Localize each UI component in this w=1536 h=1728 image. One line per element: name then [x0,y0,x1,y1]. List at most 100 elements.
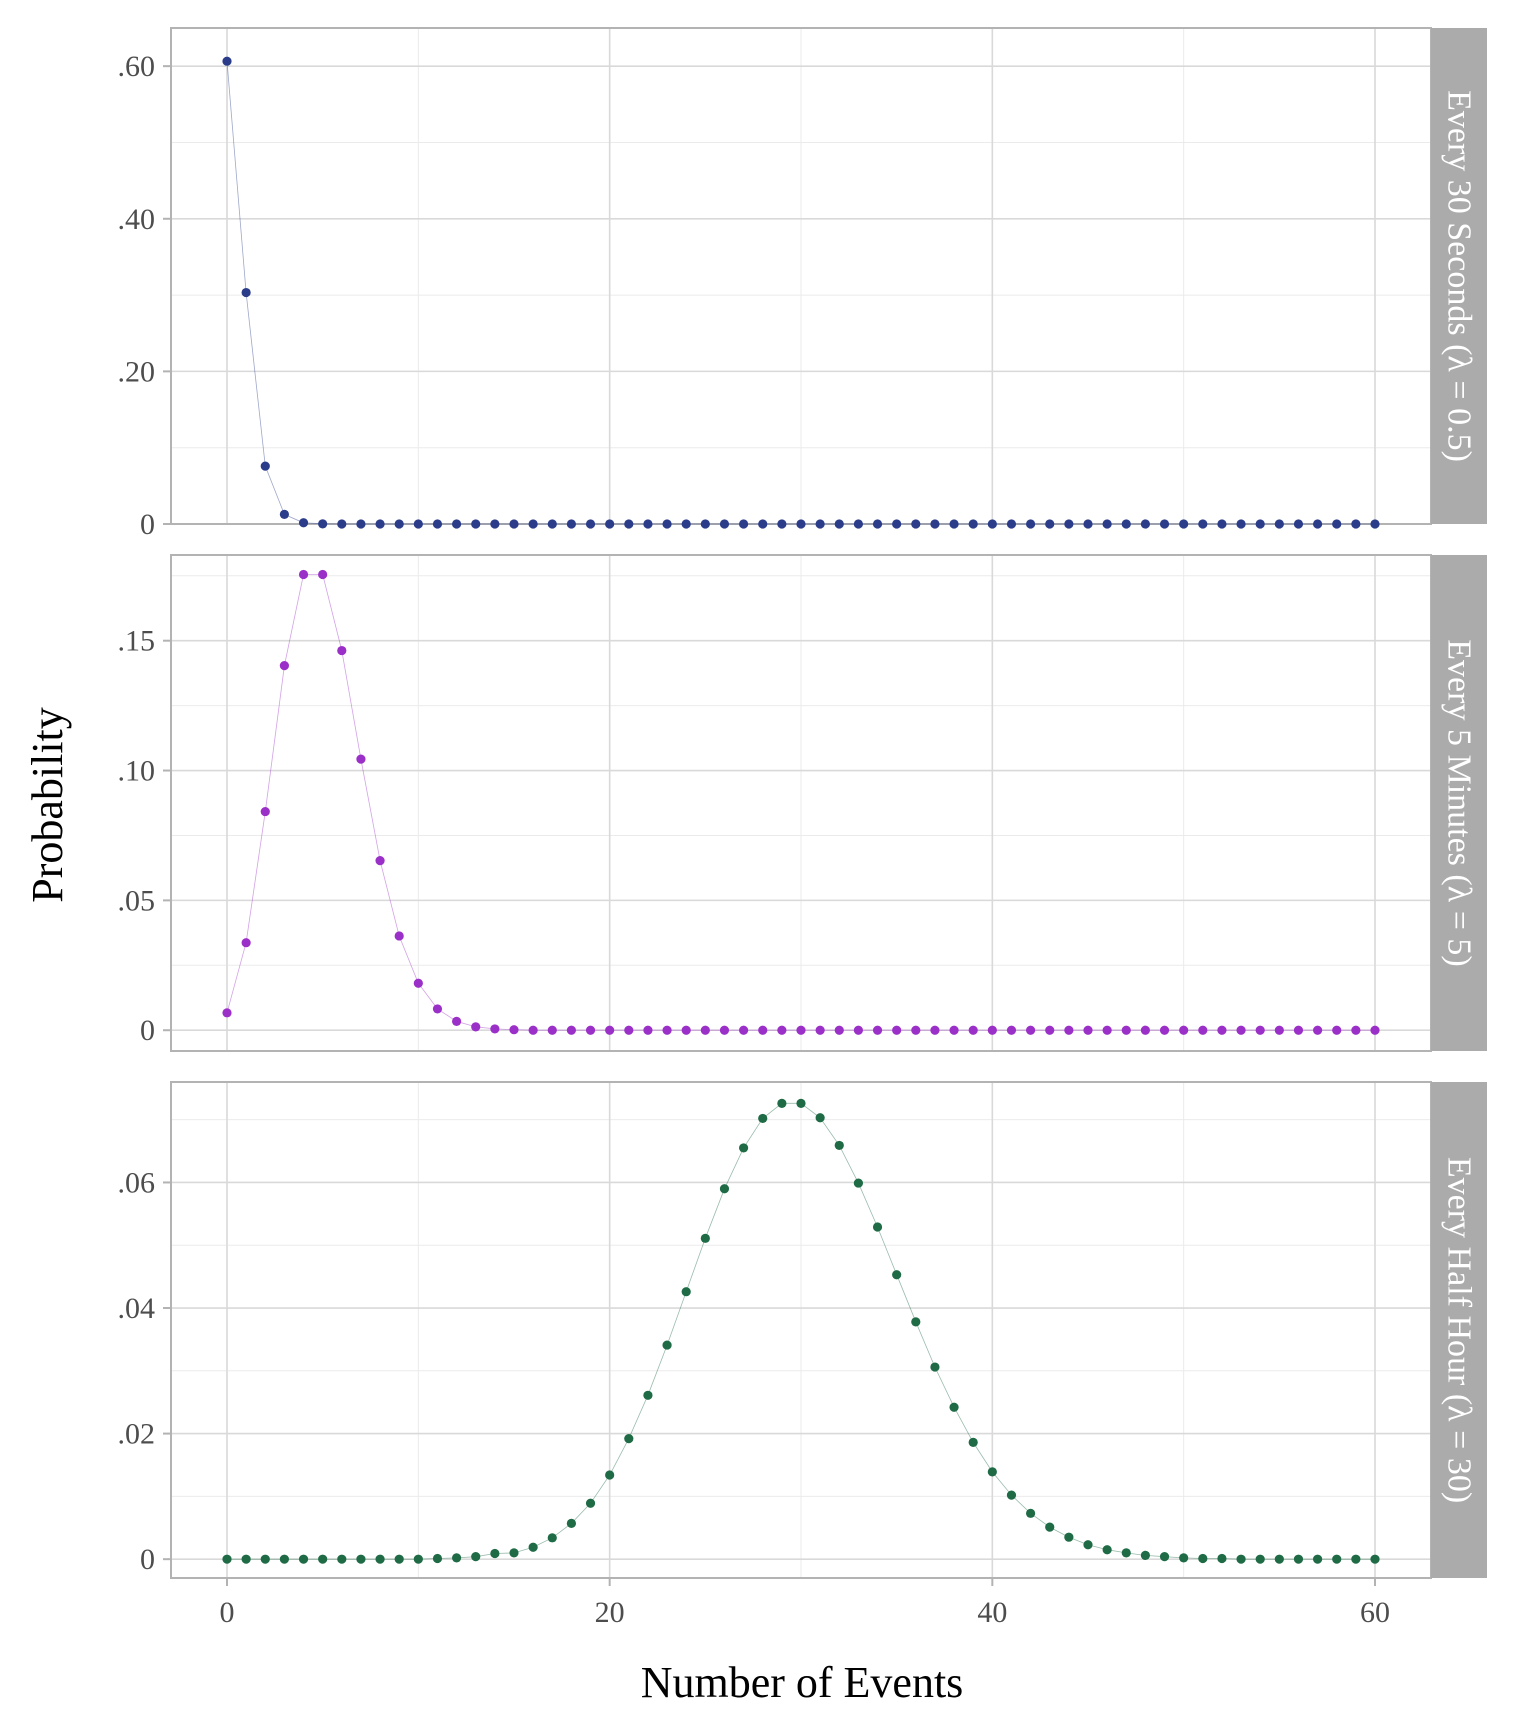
data-point [834,519,844,529]
data-point [1351,1554,1361,1564]
data-point [1313,519,1323,529]
data-point [585,519,596,529]
data-point [260,806,270,817]
data-point [815,1025,825,1035]
data-point [1351,1025,1361,1035]
data-point [624,1025,634,1035]
data-point [815,1113,825,1123]
data-point [413,1554,423,1564]
data-point [566,519,577,529]
data-point [643,519,653,529]
data-point [853,1178,864,1188]
data-point [624,1434,634,1444]
y-tick-label: .20 [118,355,156,388]
facet-panel-2: 0 .05 .10 .15 Every 5 Minutes (λ = 5) [118,554,1487,1052]
data-point [892,519,902,529]
data-point [1179,1025,1189,1035]
data-point [605,1025,615,1035]
data-point [490,519,500,529]
data-point [585,1498,596,1508]
data-point [1045,519,1055,529]
data-point [260,461,270,471]
x-tick-label: 0 [220,1596,235,1629]
data-point [471,519,481,529]
y-tick-label: .02 [118,1418,156,1451]
data-point [872,1025,883,1035]
data-point [872,1222,883,1232]
data-point [739,519,749,529]
facet-panel-3: 0 .02 .04 .06 Every Half Hour (λ = 30) [118,1081,1487,1579]
data-point [777,1098,787,1108]
y-tick-label: .04 [118,1292,156,1325]
data-point [987,519,997,529]
data-point [1217,1553,1227,1564]
data-point [222,1008,232,1018]
data-point [1255,519,1265,529]
data-point [1217,519,1227,529]
x-tick-label: 60 [1360,1596,1390,1629]
data-point [241,287,251,298]
data-point [700,1233,710,1243]
data-point [1006,1025,1017,1035]
facet-strip-label: Every 30 Seconds (λ = 0.5) [1441,90,1478,462]
data-point [1121,1548,1131,1558]
data-point [930,1025,940,1035]
y-tick-label: .05 [118,884,156,917]
data-point [1255,1025,1265,1035]
data-point [1121,519,1131,529]
data-point [337,519,347,529]
data-point [796,519,806,529]
data-point [1140,1550,1150,1560]
y-tick-label: .60 [118,50,156,83]
data-point [911,1025,921,1035]
data-point [566,1025,577,1035]
x-tick-label: 20 [595,1596,625,1629]
data-point [968,1437,978,1447]
data-point [241,938,251,948]
data-point [356,754,366,764]
data-point [892,1025,902,1035]
data-point [241,1554,251,1564]
data-point [375,856,385,866]
data-point [585,1025,596,1035]
y-tick-label: .40 [118,203,156,236]
data-point [1236,519,1246,529]
data-point [375,1554,385,1564]
data-point [547,1533,557,1543]
y-tick-label: 0 [140,508,155,541]
data-point [490,1024,500,1034]
data-point [547,519,557,529]
data-point [777,519,787,529]
data-point [949,1025,959,1035]
data-point [1045,1522,1055,1532]
data-point [452,1016,462,1026]
data-point [432,1553,443,1564]
data-point [987,1025,997,1035]
data-point [432,1004,443,1014]
data-point [432,519,443,529]
data-point [815,519,825,529]
data-point [528,1025,538,1035]
data-point [394,1554,404,1564]
facet-panel-1: 0 .20 .40 .60 Every 30 Seconds (λ = 0.5) [118,27,1487,541]
data-point [911,519,921,529]
data-point [1045,1025,1055,1035]
data-point [1255,1554,1265,1564]
data-point [1351,519,1361,529]
y-tick-label: .10 [118,755,156,788]
data-point [1159,1025,1170,1035]
data-point [796,1025,806,1035]
data-point [279,1554,289,1564]
data-point [298,569,309,580]
data-point [911,1317,921,1327]
data-point [1102,1025,1112,1035]
data-point [1083,519,1093,529]
data-point [1083,1025,1093,1035]
facet-strip-label: Every 5 Minutes (λ = 5) [1441,639,1478,966]
data-point [1370,1025,1380,1035]
data-point [1026,519,1036,529]
facet-strip [1431,1082,1487,1578]
data-point [1274,1025,1284,1035]
data-point [662,1340,672,1350]
data-point [853,519,864,529]
